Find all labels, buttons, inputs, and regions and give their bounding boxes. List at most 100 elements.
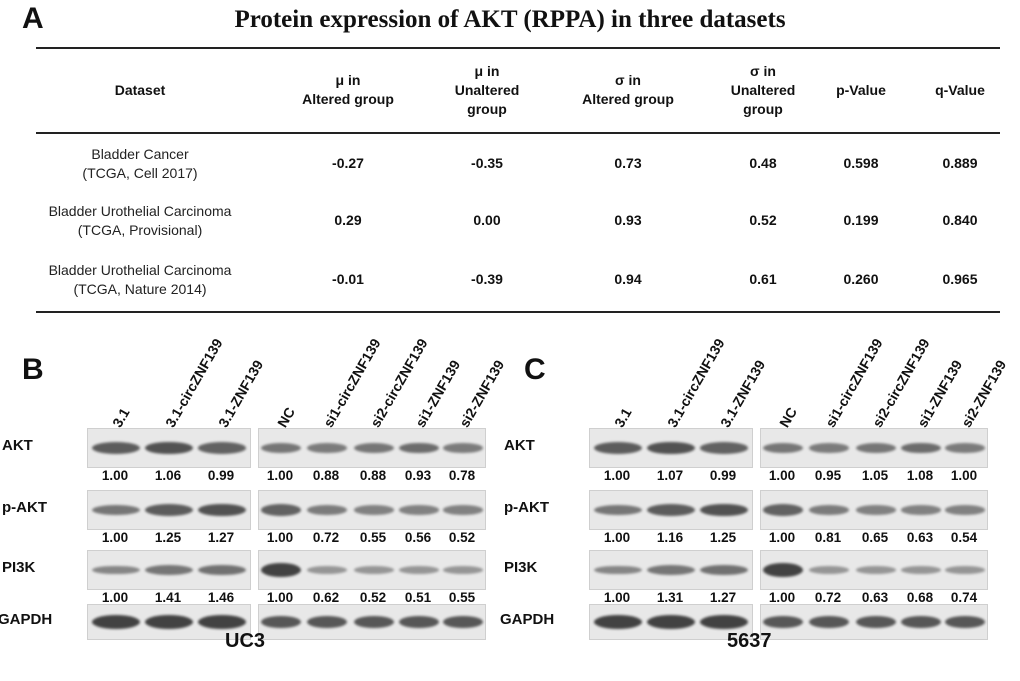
- protein-band: [700, 442, 748, 454]
- protein-band: [856, 443, 896, 453]
- band-quantification: 1.00: [768, 590, 796, 605]
- blot-row-label: PI3K: [2, 559, 36, 576]
- lane-label: 3.1-circZNF139: [162, 335, 226, 430]
- band-quantification: 1.27: [207, 530, 235, 545]
- band-quantification: 0.63: [906, 530, 934, 545]
- band-quantification: 0.78: [448, 468, 476, 483]
- table-cell: 0.61: [749, 271, 777, 287]
- protein-band: [261, 615, 301, 629]
- table-cell: 0.52: [749, 212, 777, 228]
- protein-band: [945, 566, 985, 574]
- header-col-1: μ in Altered group: [302, 72, 394, 107]
- protein-band: [763, 443, 803, 453]
- protein-band: [145, 504, 193, 516]
- table-cell: 0.73: [614, 155, 642, 171]
- table-bottom-rule: [36, 311, 1000, 313]
- protein-band: [945, 505, 985, 515]
- band-quantification: 0.81: [814, 530, 842, 545]
- protein-band: [945, 615, 985, 629]
- band-quantification: 0.62: [312, 590, 340, 605]
- panel-c-caption: 5637: [727, 630, 772, 652]
- blot-row-label: PI3K: [504, 559, 538, 576]
- header-col-3: σ in Altered group: [582, 72, 674, 107]
- protein-band: [307, 566, 347, 574]
- band-quantification: 0.51: [404, 590, 432, 605]
- dataset-name: Bladder Cancer (TCGA, Cell 2017): [82, 146, 198, 181]
- protein-band: [809, 505, 849, 515]
- lane-label: NC: [776, 404, 800, 430]
- blot-strip-right: [258, 428, 486, 468]
- lane-label: si1-ZNF139: [412, 357, 464, 430]
- protein-band: [594, 615, 642, 629]
- band-quantification: 0.99: [207, 468, 235, 483]
- band-quantification: 0.56: [404, 530, 432, 545]
- band-quantification: 0.55: [359, 530, 387, 545]
- protein-band: [856, 615, 896, 629]
- protein-band: [92, 505, 140, 515]
- band-quantification: 1.31: [656, 590, 684, 605]
- table-cell: 0.260: [843, 271, 879, 287]
- blot-strip-left: [589, 550, 753, 590]
- protein-band: [647, 441, 695, 455]
- band-quantification: 0.52: [359, 590, 387, 605]
- table-cell: 0.199: [843, 212, 879, 228]
- protein-band: [354, 505, 394, 515]
- header-col-0: Dataset: [114, 81, 166, 98]
- panel-c-letter: C: [524, 353, 546, 386]
- table-cell: 0.840: [942, 212, 978, 228]
- band-quantification: 1.25: [709, 530, 737, 545]
- blot-strip-right: [258, 604, 486, 640]
- protein-band: [443, 443, 483, 453]
- table-cell: -0.39: [471, 271, 503, 287]
- protein-band: [399, 615, 439, 629]
- protein-band: [92, 565, 140, 575]
- table-cell: 0.94: [614, 271, 642, 287]
- band-quantification: 1.16: [656, 530, 684, 545]
- band-quantification: 1.06: [154, 468, 182, 483]
- band-quantification: 1.00: [768, 530, 796, 545]
- band-quantification: 1.08: [906, 468, 934, 483]
- protein-band: [856, 505, 896, 515]
- panel-b-caption: UC3: [225, 630, 266, 652]
- protein-band: [647, 565, 695, 575]
- blot-strip-left: [589, 428, 753, 468]
- protein-band: [809, 615, 849, 629]
- table-cell: -0.01: [332, 271, 364, 287]
- band-quantification: 1.00: [101, 590, 129, 605]
- blot-strip-right: [760, 428, 988, 468]
- blot-row-label: GAPDH: [500, 611, 555, 628]
- table-cell: 0.965: [942, 271, 978, 287]
- protein-band: [145, 565, 193, 575]
- dataset-name: Bladder Urothelial Carcinoma (TCGA, Prov…: [48, 203, 232, 238]
- protein-band: [700, 615, 748, 629]
- blot-strip-left: [87, 550, 251, 590]
- blot-row-label: AKT: [504, 437, 535, 454]
- protein-band: [763, 504, 803, 516]
- protein-band: [647, 504, 695, 516]
- lane-label: 3.1-ZNF139: [717, 357, 769, 430]
- protein-band: [594, 442, 642, 454]
- table-cell: 0.00: [473, 212, 501, 228]
- protein-band: [901, 566, 941, 574]
- protein-band: [307, 505, 347, 515]
- panel-b-letter: B: [22, 353, 44, 386]
- protein-band: [901, 615, 941, 629]
- band-quantification: 1.00: [950, 468, 978, 483]
- table-title: Protein expression of AKT (RPPA) in thre…: [234, 6, 786, 33]
- header-col-4: σ in Unaltered group: [730, 62, 796, 117]
- lane-label: si1-ZNF139: [914, 357, 966, 430]
- band-quantification: 1.00: [603, 590, 631, 605]
- band-quantification: 0.74: [950, 590, 978, 605]
- protein-band: [198, 503, 246, 517]
- protein-band: [700, 564, 748, 576]
- band-quantification: 0.93: [404, 468, 432, 483]
- blot-strip-left: [589, 490, 753, 530]
- blot-strip-right: [258, 490, 486, 530]
- band-quantification: 1.00: [101, 468, 129, 483]
- protein-band: [399, 505, 439, 515]
- protein-band: [901, 442, 941, 454]
- header-col-6: q-Value: [935, 81, 985, 98]
- protein-band: [92, 442, 140, 454]
- table-cell: 0.889: [942, 155, 978, 171]
- blot-strip-left: [589, 604, 753, 640]
